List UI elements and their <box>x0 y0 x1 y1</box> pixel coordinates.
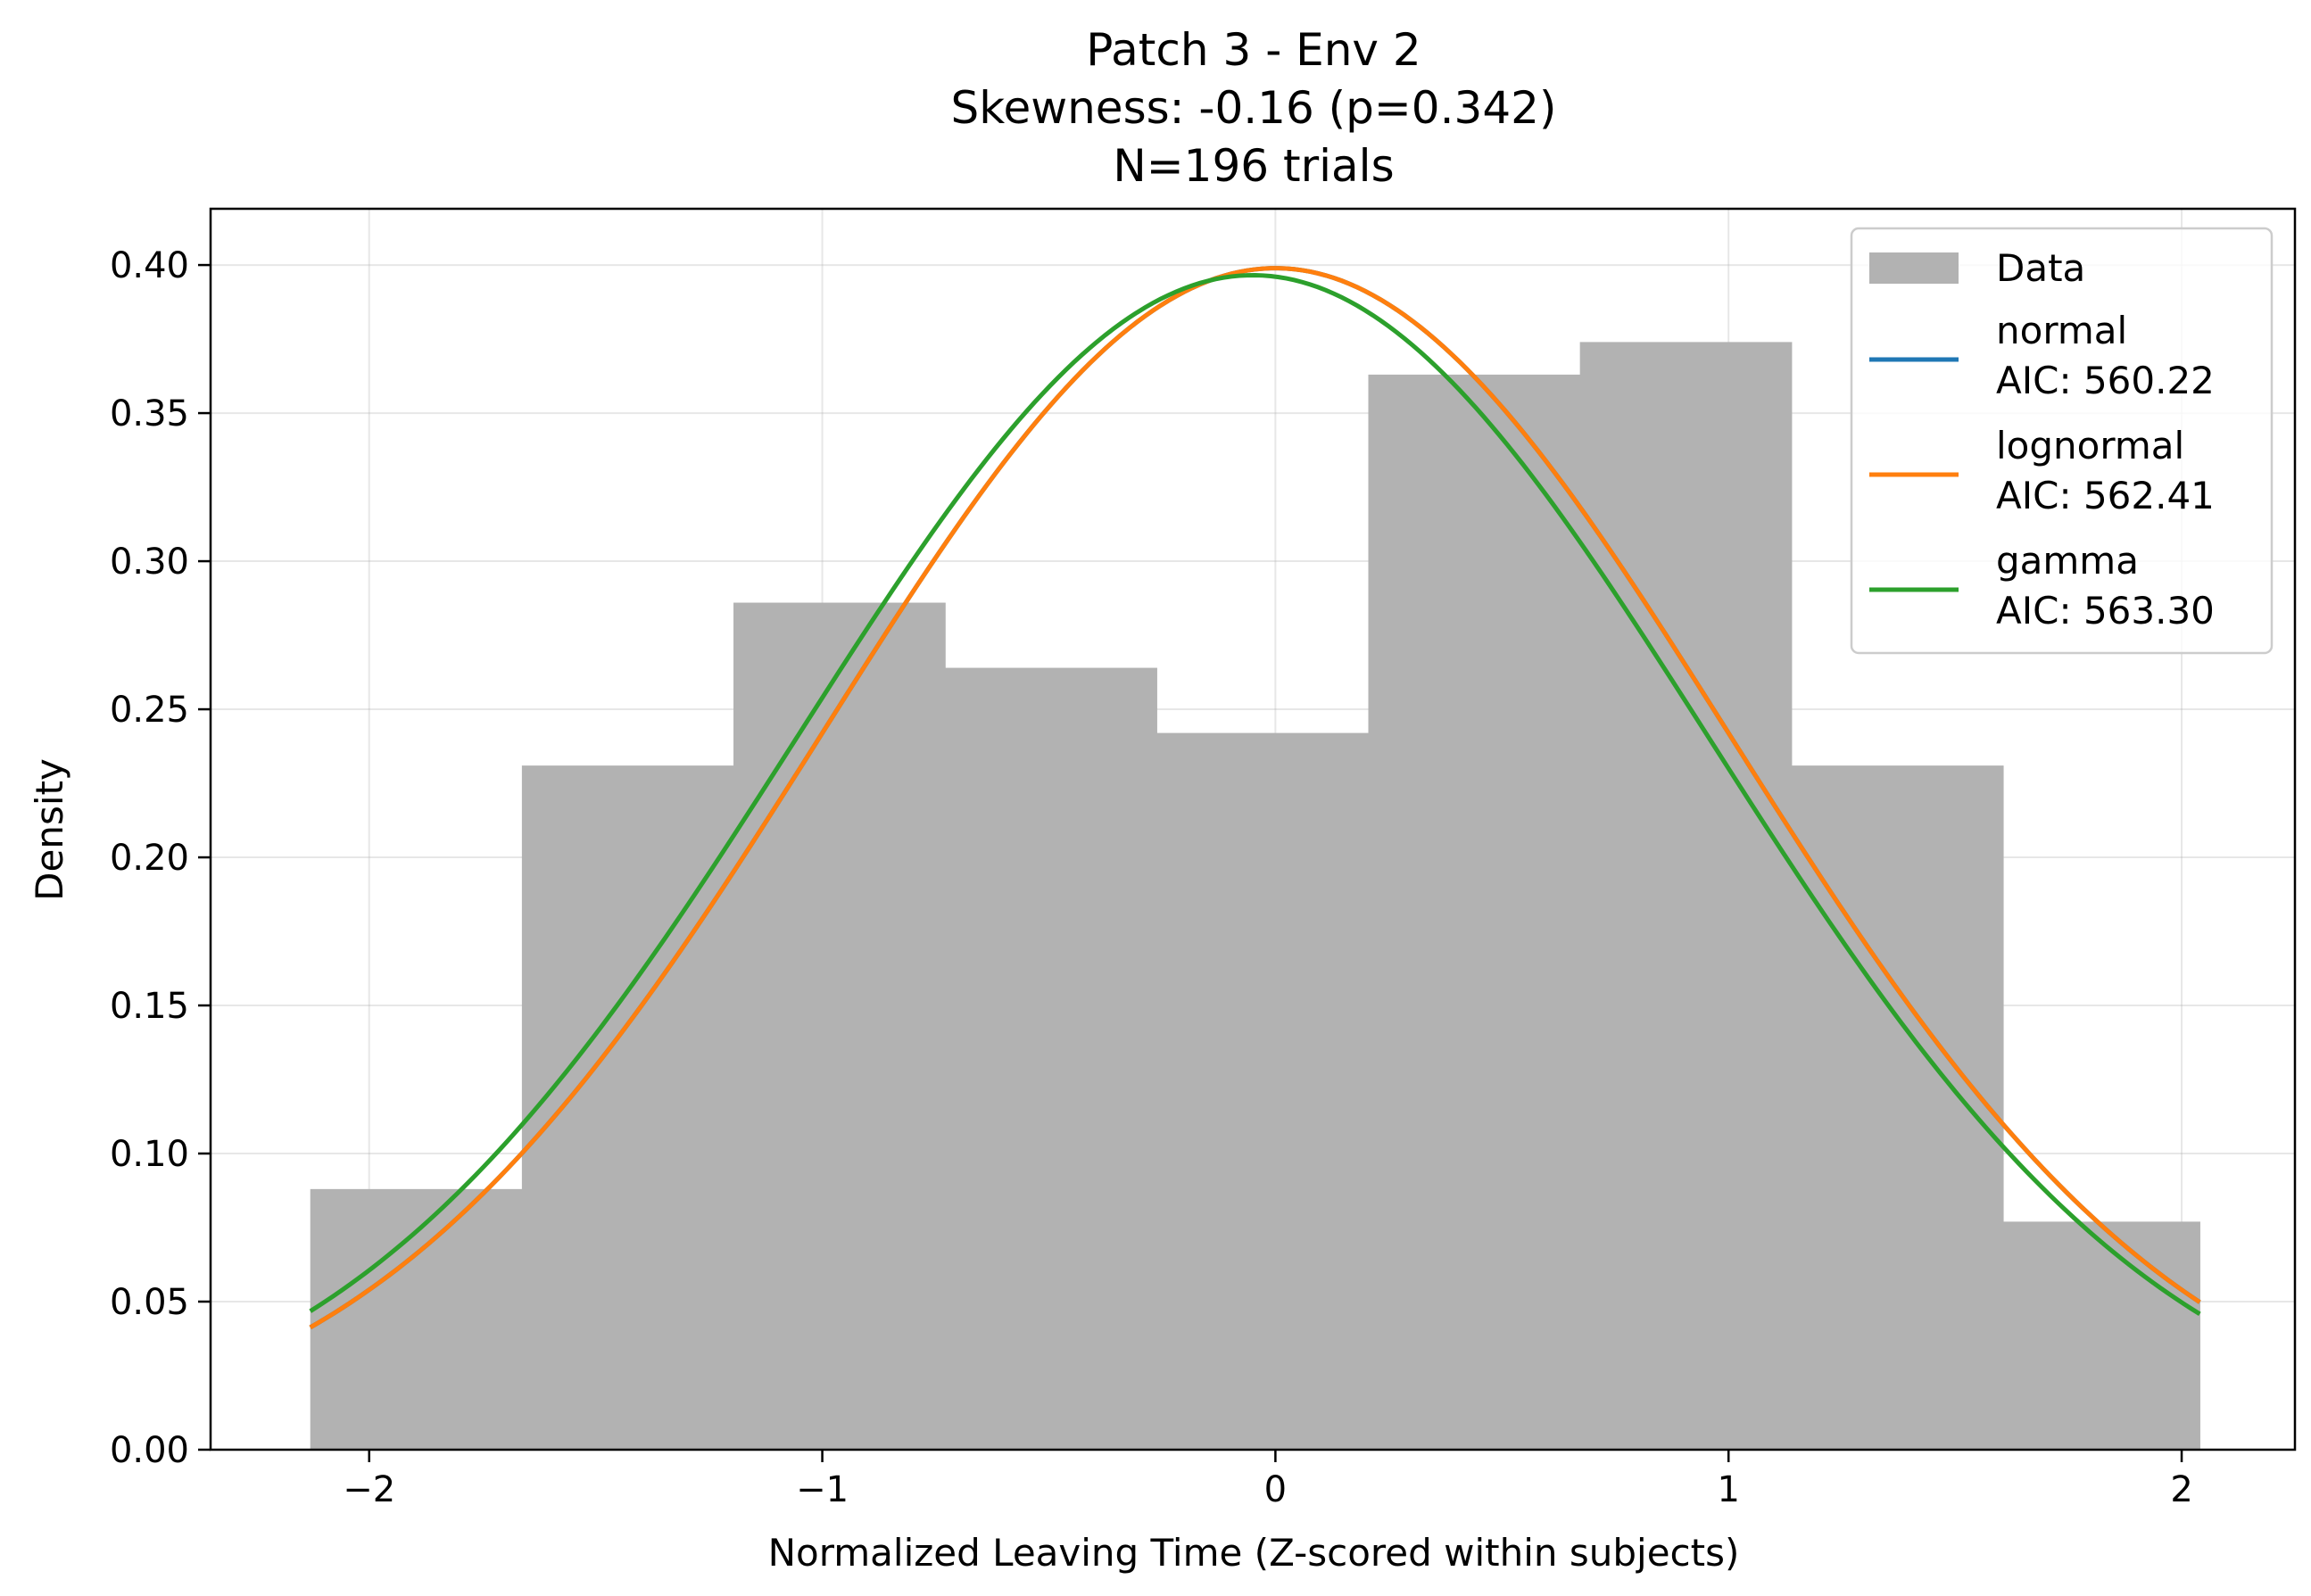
title-line-3: N=196 trials <box>1113 140 1394 192</box>
title-line-2: Skewness: -0.16 (p=0.342) <box>951 82 1557 134</box>
histogram-bars <box>310 342 2200 1451</box>
fit-curves <box>309 266 2201 1330</box>
fit-curve-lognormal <box>309 266 2201 1330</box>
plot-frame <box>209 207 2297 1451</box>
legend-normal-label: normal <box>1996 309 2127 352</box>
legend-lognormal-label: lognormal <box>1996 424 2184 467</box>
histogram-bar <box>521 765 734 1450</box>
legend-data-label: Data <box>1996 246 2085 290</box>
legend-box <box>1850 227 2274 655</box>
histogram-bar <box>733 602 946 1450</box>
x-tick-label: 1 <box>1717 1469 1739 1510</box>
legend-normal-aic: AIC: 560.22 <box>1996 359 2215 402</box>
y-tick-label: 0.15 <box>110 986 189 1027</box>
x-tick-label: 2 <box>2170 1469 2192 1510</box>
x-tick-label: −1 <box>796 1469 849 1510</box>
histogram-bar <box>310 1188 523 1450</box>
y-tick-label: 0.00 <box>110 1430 189 1471</box>
y-tick-label: 0.10 <box>110 1134 189 1175</box>
histogram-bar <box>1368 374 1581 1450</box>
title-line-1: Patch 3 - Env 2 <box>1086 24 1421 76</box>
histogram-bar <box>1579 342 1793 1451</box>
legend: Data normal AIC: 560.22 lognormal AIC: 5… <box>1850 227 2274 655</box>
legend-lognormal-aic: AIC: 562.41 <box>1996 474 2215 517</box>
histogram-bar <box>2002 1221 2200 1450</box>
y-tick-label: 0.25 <box>110 690 189 731</box>
x-tick-label: 0 <box>1264 1469 1287 1510</box>
y-axis-label: Density <box>28 758 71 901</box>
y-tick-label: 0.05 <box>110 1282 189 1323</box>
fit-curve-gamma <box>309 272 2201 1316</box>
histogram-bar <box>1791 765 2004 1450</box>
chart-title: Patch 3 - Env 2 Skewness: -0.16 (p=0.342… <box>951 24 1557 192</box>
y-tick-label: 0.40 <box>110 245 189 286</box>
histogram-bar <box>1156 732 1370 1450</box>
x-axis-label: Normalized Leaving Time (Z-scored within… <box>768 1531 1740 1575</box>
x-tick-label: −2 <box>343 1469 395 1510</box>
legend-gamma-label: gamma <box>1996 539 2139 583</box>
legend-data-swatch <box>1869 252 1959 284</box>
histogram-bar <box>945 667 1157 1450</box>
y-axis-ticks: 0.00 0.05 0.10 0.15 0.20 0.25 0.30 0.35 0.40 <box>110 245 211 1471</box>
x-axis-ticks: −2 −1 0 1 2 <box>343 1450 2193 1510</box>
legend-gamma-aic: AIC: 563.30 <box>1996 589 2215 633</box>
y-tick-label: 0.30 <box>110 542 189 583</box>
y-tick-label: 0.20 <box>110 838 189 879</box>
y-tick-label: 0.35 <box>110 393 189 434</box>
